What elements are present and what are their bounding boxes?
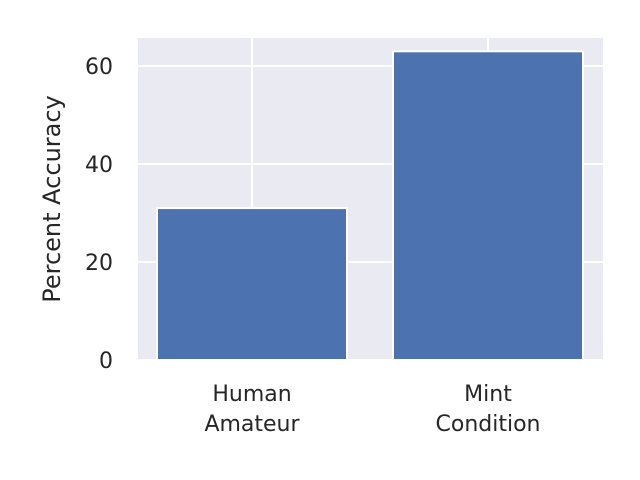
y-tick-label: 20 (85, 251, 113, 276)
bar-mint-condition (392, 50, 584, 362)
x-tick-label-line: Human (212, 382, 291, 407)
bars (156, 50, 584, 362)
y-tick-label: 60 (85, 55, 113, 80)
y-tick-label: 40 (85, 153, 113, 178)
x-tick-label: Human Amateur (204, 382, 300, 437)
bar-human-amateur (156, 207, 348, 361)
y-axis-label: Percent Accuracy (38, 95, 66, 303)
y-tick-labels: 0 20 40 60 (85, 55, 113, 374)
x-tick-label: Mint Condition (436, 382, 541, 437)
x-tick-labels: Human Amateur Mint Condition (204, 382, 540, 437)
x-tick-label-line: Mint (464, 382, 512, 407)
x-tick-label-line: Condition (436, 412, 541, 437)
x-tick-label-line: Amateur (204, 412, 300, 437)
y-tick-label: 0 (99, 349, 113, 374)
